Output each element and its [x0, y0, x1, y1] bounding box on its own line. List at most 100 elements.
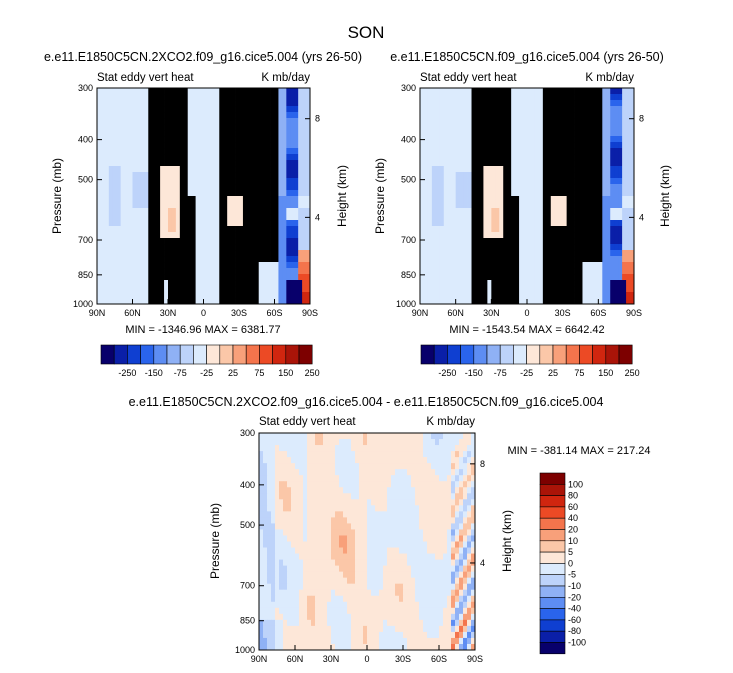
right-field-cell: [523, 178, 528, 185]
left-colorbar-swatch: [140, 344, 155, 365]
right-field-cell: [523, 184, 528, 191]
right-field-cell: [467, 262, 472, 269]
right-field-cell: [618, 94, 623, 101]
right-field-cell: [534, 286, 540, 293]
right-field-cell: [447, 208, 453, 215]
right-field-cell: [534, 292, 540, 299]
left-field-cell: [148, 172, 153, 179]
right-field-cell: [503, 256, 508, 263]
diff-field-cell: [467, 487, 472, 494]
right-field-cell: [527, 196, 532, 203]
right-field-cell: [491, 256, 496, 263]
left-field-cell: [175, 142, 181, 149]
left-field-cell: [175, 184, 181, 191]
right-field-cell: [558, 136, 564, 143]
right-field-cell: [459, 226, 464, 233]
right-field-cell: [491, 142, 496, 149]
diff-field-cell: [319, 493, 324, 500]
left-field-cell: [120, 124, 126, 131]
diff-field-cell: [347, 433, 352, 440]
diff-field-cell: [359, 457, 364, 464]
left-field-cell: [262, 280, 268, 287]
right-field-cell: [483, 142, 488, 149]
diff-field-cell: [307, 487, 312, 494]
right-field-cell: [475, 160, 480, 167]
diff-field-cell: [379, 511, 384, 518]
right-field-cell: [515, 256, 520, 263]
right-field-cell: [606, 298, 611, 305]
diff-field-cell: [455, 529, 460, 536]
right-field-cell: [610, 130, 615, 137]
left-colorbar-swatch: [232, 344, 247, 365]
right-field-cell: [499, 262, 504, 269]
right-field-cell: [602, 232, 607, 239]
right-field-cell: [610, 160, 615, 167]
left-field-cell: [223, 208, 228, 215]
left-field-cell: [132, 166, 137, 173]
right-field-cell: [554, 298, 560, 305]
left-field-cell: [97, 112, 102, 119]
right-field-cell: [463, 100, 468, 107]
right-field-cell: [431, 214, 437, 221]
right-field-cell: [546, 298, 552, 305]
right-field-cell: [443, 184, 449, 191]
left-field-cell: [250, 268, 256, 275]
left-field-cell: [239, 280, 244, 287]
right-field-cell: [610, 124, 615, 131]
left-field-cell: [207, 190, 212, 197]
right-field-cell: [538, 280, 544, 287]
diff-field-cell: [311, 433, 316, 440]
left-field-cell: [294, 160, 299, 167]
right-field-cell: [467, 148, 472, 155]
diff-field-cell: [447, 523, 452, 530]
diff-field-cell: [283, 499, 288, 506]
left-field-cell: [286, 250, 291, 257]
right-field-cell: [435, 178, 441, 185]
left-field-cell: [203, 280, 208, 287]
right-field-cell: [606, 202, 611, 209]
right-field-cell: [602, 226, 607, 233]
right-field-cell: [503, 142, 508, 149]
left-field-cell: [278, 148, 283, 155]
left-field-cell: [140, 238, 145, 245]
right-field-cell: [530, 208, 536, 215]
right-field-cell: [475, 124, 480, 131]
right-field-cell: [546, 238, 552, 245]
left-field-cell: [152, 106, 157, 113]
right-field-cell: [618, 172, 623, 179]
diff-field-cell: [443, 481, 448, 488]
right-field-cell: [499, 94, 504, 101]
right-field-cell: [475, 202, 480, 209]
right-field-cell: [550, 160, 556, 167]
left-field-cell: [97, 286, 102, 293]
left-field-cell: [270, 226, 275, 233]
left-field-cell: [231, 154, 236, 161]
diff-field-cell: [259, 529, 264, 536]
left-field-cell: [108, 178, 114, 185]
right-field-cell: [610, 100, 615, 107]
diff-field-cell: [447, 439, 452, 446]
right-field-cell: [483, 280, 488, 287]
right-field-cell: [558, 292, 564, 299]
diff-field-cell: [407, 475, 412, 482]
diff-field-cell: [315, 535, 320, 542]
diff-field-cell: [303, 505, 308, 512]
left-field-cell: [211, 220, 216, 227]
right-field-cell: [622, 208, 627, 215]
left-field-cell: [116, 142, 122, 149]
right-field-cell: [538, 142, 544, 149]
right-field-cell: [507, 130, 512, 137]
right-field-cell: [427, 118, 433, 125]
right-field-cell: [602, 136, 607, 143]
right-field-cell: [594, 268, 599, 275]
right-field-cell: [447, 166, 453, 173]
diff-field-cell: [259, 469, 264, 476]
right-field-cell: [582, 268, 587, 275]
diff-field-cell: [399, 457, 404, 464]
right-field-cell: [491, 208, 496, 215]
left-field-cell: [144, 268, 149, 275]
left-field-cell: [112, 166, 118, 173]
right-field-cell: [487, 88, 492, 95]
left-field-cell: [183, 136, 189, 143]
right-field-cell: [427, 196, 433, 203]
